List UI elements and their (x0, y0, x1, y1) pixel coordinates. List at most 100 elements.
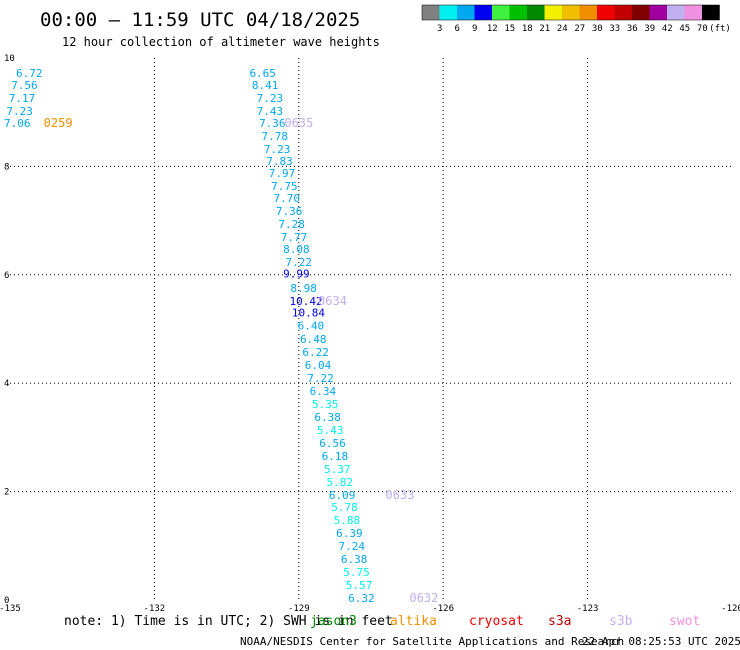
colorbar-swatch (579, 5, 597, 20)
wave-height-label: 7.43 (257, 105, 284, 118)
colorbar-label: 27 (574, 24, 585, 34)
y-tick-label: 4 (4, 379, 9, 389)
x-tick-label: -135 (0, 604, 21, 614)
colorbar-label: 39 (644, 24, 655, 34)
y-tick-label: 2 (4, 488, 9, 498)
pass-time-label: 0634 (318, 294, 347, 308)
wave-height-label: 6.72 (16, 67, 43, 80)
colorbar-swatch (632, 5, 650, 20)
wave-height-label: 7.56 (11, 79, 38, 92)
y-tick-label: 10 (4, 54, 15, 64)
wave-height-label: 5.88 (334, 514, 361, 527)
wave-height-label: 7.77 (281, 231, 308, 244)
footer-note: note: 1) Time is in UTC; 2) SWH is in fe… (64, 614, 393, 629)
y-tick-label: 6 (4, 271, 9, 281)
chart-title: 00:00 – 11:59 UTC 04/18/2025 (40, 9, 360, 31)
colorbar-label: 70 (697, 24, 708, 34)
plot-grid (10, 58, 732, 600)
x-tick-label: -126 (432, 604, 454, 614)
wave-height-label: 7.78 (261, 130, 288, 143)
color-legend: 3 6 9 12 15 18 21 24 27 30 33 36 39 42 45 70 (ft) (421, 4, 731, 34)
colorbar-swatch (527, 5, 545, 20)
wave-height-label: 6.18 (322, 450, 349, 463)
pass-time-label: 0633 (385, 488, 414, 502)
wave-height-label: 5.37 (324, 463, 351, 476)
colorbar-swatch (614, 5, 632, 20)
wave-height-label: 7.22 (286, 256, 313, 269)
pass-time-label: 0635 (284, 116, 313, 130)
x-tick-label: -129 (288, 604, 310, 614)
colorbar-label: 3 (437, 24, 442, 34)
wave-height-label: 6.04 (305, 359, 332, 372)
wave-height-label: 6.09 (329, 489, 356, 502)
satellite-legend-item: s3a (548, 614, 571, 629)
colorbar-swatch (562, 5, 580, 20)
satellite-legend-item: cryosat (469, 614, 524, 629)
wave-height-label: 6.65 (249, 67, 276, 80)
colorbar-label: 9 (472, 24, 477, 34)
wave-height-label: 7.36 (276, 205, 303, 218)
colorbar-label: 18 (522, 24, 533, 34)
satellite-legend-item: swot (669, 614, 700, 629)
x-tick-label: -123 (577, 604, 599, 614)
wave-height-label: 6.38 (341, 553, 368, 566)
colorbar-label: 45 (679, 24, 690, 34)
footer: note: 1) Time is in UTC; 2) SWH is in fe… (64, 614, 740, 648)
colorbar-label: 6 (455, 24, 460, 34)
wave-height-label: 7.36 (259, 117, 286, 130)
wave-height-label: 7.70 (274, 192, 301, 205)
wave-height-label: 10.84 (292, 307, 325, 320)
colorbar-swatch (492, 5, 510, 20)
wave-height-label: 6.56 (319, 437, 346, 450)
colorbar-swatch (422, 5, 440, 20)
wave-height-label: 5.78 (331, 501, 358, 514)
colorbar-swatch (667, 5, 685, 20)
colorbar-swatch (474, 5, 492, 20)
axis-ticks: -135 -132 -129 -126 -123 -120 0 2 4 6 8 10 (0, 54, 740, 614)
colorbar-label: 33 (609, 24, 620, 34)
satellite-legend: jason3 altika cryosat s3a s3b swot (310, 614, 700, 629)
chart-subtitle: 12 hour collection of altimeter wave hei… (62, 35, 380, 49)
footer-credit: NOAA/NESDIS Center for Satellite Applica… (240, 635, 624, 648)
colorbar-label: 42 (662, 24, 673, 34)
y-tick-label: 0 (4, 596, 9, 606)
colorbar-unit: (ft) (709, 24, 731, 34)
wave-height-label: 6.34 (310, 385, 337, 398)
wave-height-label: 7.23 (257, 92, 284, 105)
colorbar-swatch (509, 5, 527, 20)
colorbar-swatch (544, 5, 562, 20)
colorbar-label: 21 (539, 24, 550, 34)
colorbar-label: 15 (504, 24, 515, 34)
wave-height-label: 8.08 (283, 243, 310, 256)
wave-height-label: 10.42 (289, 295, 322, 308)
colorbar-frame (421, 4, 720, 21)
pass-time-label: 0632 (409, 591, 438, 605)
wave-height-label: 7.28 (278, 218, 305, 231)
wave-height-label: 5.57 (346, 579, 373, 592)
wave-height-label: 7.06 (4, 117, 31, 130)
pass-time-labels: 0259 0635 0634 0633 0632 (44, 116, 439, 605)
wave-height-label: 5.43 (317, 424, 344, 437)
wave-height-label: 6.32 (348, 592, 375, 605)
colorbar-label: 24 (557, 24, 568, 34)
wave-height-label: 8.98 (290, 282, 317, 295)
y-tick-label: 8 (4, 162, 9, 172)
footer-timestamp: 22 Apr 08:25:53 UTC 2025 (582, 635, 740, 648)
satellite-legend-item: jason3 (310, 614, 357, 629)
wave-height-label: 5.35 (312, 398, 339, 411)
colorbar-swatch (457, 5, 475, 20)
wave-height-label: 6.39 (336, 527, 363, 540)
colorbar-swatch (597, 5, 615, 20)
wave-height-label: 7.22 (307, 372, 334, 385)
colorbar-swatch (684, 5, 702, 20)
colorbar-swatch (439, 5, 457, 20)
wave-height-label: 7.23 (6, 105, 33, 118)
wave-height-label: 7.24 (338, 540, 365, 553)
wave-height-label: 7.75 (271, 180, 298, 193)
wave-height-label: 9.99 (283, 268, 310, 281)
colorbar-label: 30 (592, 24, 603, 34)
x-tick-label: -120 (721, 604, 740, 614)
satellite-legend-item: s3b (609, 614, 633, 629)
pass-time-label: 0259 (44, 116, 73, 130)
wave-height-label: 7.83 (266, 155, 293, 168)
